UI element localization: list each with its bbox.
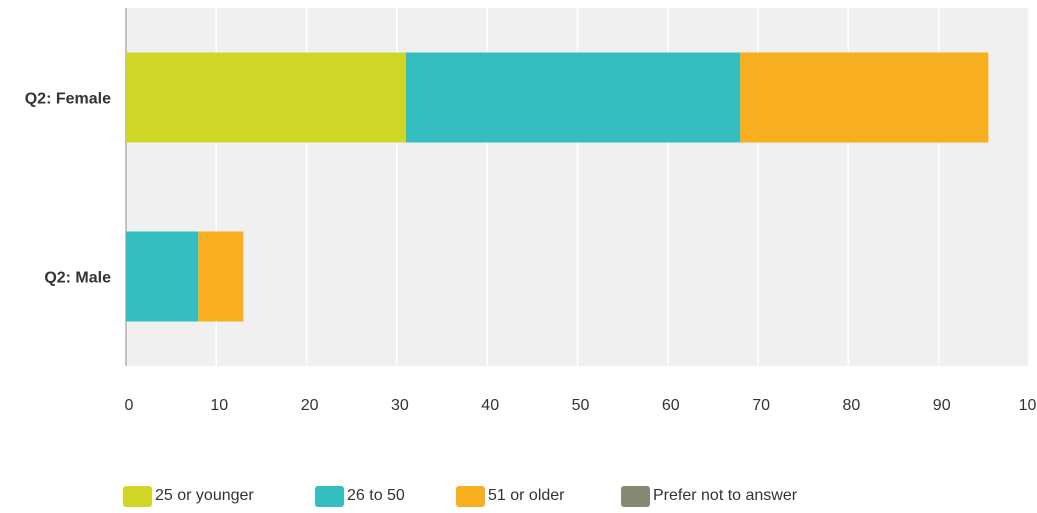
x-tick-label: 60: [662, 397, 680, 414]
y-tick-labels: Q2: Female Q2: Male: [25, 91, 111, 287]
bar-segment-1-2[interactable]: [198, 231, 244, 322]
legend-label-0: 25 or younger: [155, 487, 254, 504]
y-tick-label: Q2: Female: [25, 91, 111, 108]
legend-label-2: 51 or older: [488, 487, 565, 504]
x-tick-labels: 0 10 20 30 40 50 60 70 80 90 100: [125, 397, 1037, 414]
x-tick-label: 100: [1019, 397, 1037, 414]
bar-segment-0-0[interactable]: [126, 52, 406, 143]
legend-label-1: 26 to 50: [347, 487, 405, 504]
bar-segment-1-1[interactable]: [126, 231, 199, 322]
x-tick-label: 70: [752, 397, 770, 414]
legend-swatch-2: [456, 486, 485, 507]
x-tick-label: 90: [933, 397, 951, 414]
x-tick-label: 0: [125, 397, 134, 414]
x-tick-label: 40: [481, 397, 499, 414]
bar-segment-0-2[interactable]: [740, 52, 989, 143]
bar-segment-0-1[interactable]: [405, 52, 741, 143]
bars: [126, 52, 989, 322]
x-tick-label: 50: [572, 397, 590, 414]
x-tick-label: 80: [843, 397, 861, 414]
legend-swatch-3: [621, 486, 650, 507]
y-tick-label: Q2: Male: [44, 270, 111, 287]
legend-swatch-1: [315, 486, 344, 507]
legend-label-3: Prefer not to answer: [653, 487, 798, 504]
x-tick-label: 20: [301, 397, 319, 414]
legend: 25 or younger 26 to 50 51 or older Prefer n…: [123, 486, 798, 507]
x-tick-label: 10: [210, 397, 228, 414]
x-tick-label: 30: [391, 397, 409, 414]
legend-swatch-0: [123, 486, 152, 507]
